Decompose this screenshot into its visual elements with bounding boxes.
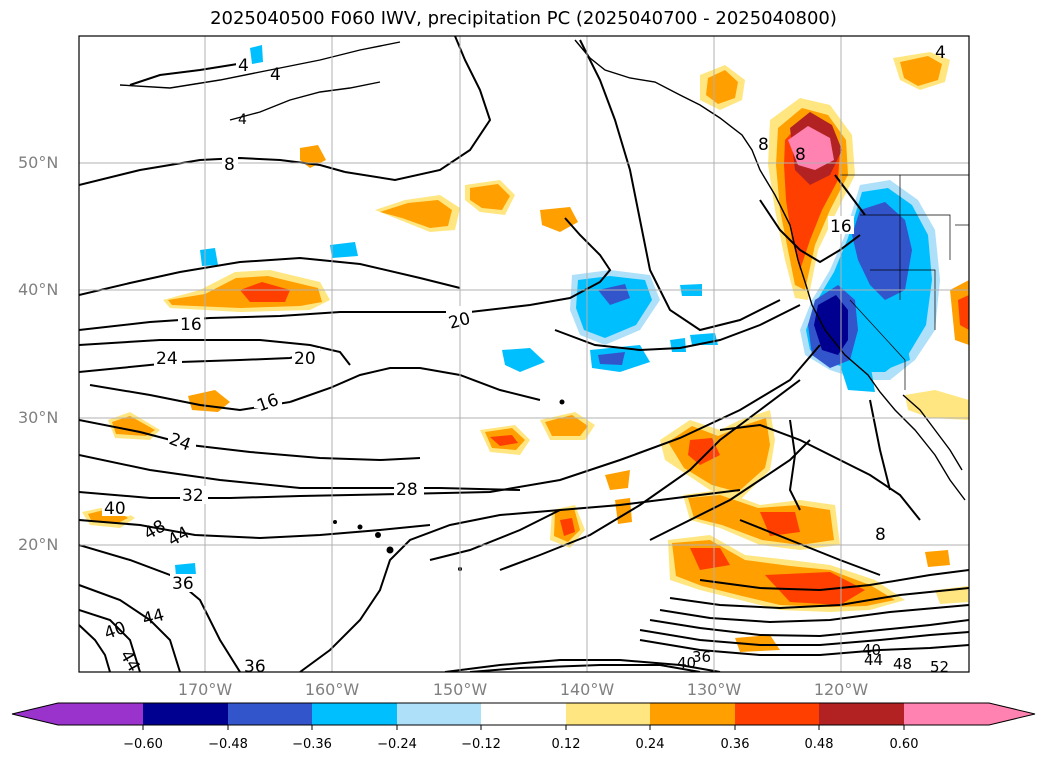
lon-label: 150°W — [432, 680, 488, 699]
lon-label: 130°W — [686, 680, 742, 699]
colorbar-tick-label: −0.48 — [208, 737, 248, 752]
lon-label: 170°W — [177, 680, 233, 699]
colorbar-extend-high — [989, 703, 1035, 725]
contour-label: 16 — [180, 315, 202, 335]
contour-label: 48 — [893, 655, 912, 673]
lat-label: 20°N — [18, 535, 59, 554]
contour-label: 44 — [864, 651, 883, 669]
contour-label: 16 — [830, 217, 852, 237]
colorbar-extend-low — [12, 703, 58, 725]
contour-label: 20 — [294, 349, 316, 369]
contour-label: 40 — [677, 654, 696, 672]
map-frame — [78, 35, 970, 673]
contour-label: 8 — [875, 525, 886, 545]
gridlines — [79, 36, 969, 672]
contour-label: 8 — [795, 145, 806, 165]
lat-label: 40°N — [18, 280, 59, 299]
contour-label: 4 — [238, 56, 249, 76]
state-borders — [840, 174, 969, 390]
contour-label: 32 — [182, 486, 204, 506]
colorbar-tick-label: −0.36 — [292, 737, 332, 752]
lon-label: 120°W — [813, 680, 869, 699]
lon-label: 140°W — [559, 680, 615, 699]
contour-label: 36 — [692, 648, 711, 666]
colorbar — [11, 702, 1036, 730]
contour-label: 36 — [244, 657, 266, 677]
colorbar-tick-label: 0.36 — [720, 737, 750, 752]
lat-label: 50°N — [18, 153, 59, 172]
lon-label: 160°W — [304, 680, 360, 699]
colorbar-tick-label: −0.12 — [461, 737, 501, 752]
contour-label: 52 — [930, 658, 949, 676]
contour-label: 36 — [172, 574, 194, 594]
contour-label: 8 — [224, 155, 235, 175]
lat-label: 30°N — [18, 408, 59, 427]
colorbar-tick-label: 0.60 — [889, 737, 919, 752]
contour-label: 4 — [935, 43, 946, 63]
map-title: 2025040500 F060 IWV, precipitation PC (2… — [210, 8, 837, 29]
colorbar-tick-label: −0.60 — [123, 737, 163, 752]
contour-label: 8 — [758, 135, 769, 155]
colorbar-tick-label: −0.24 — [377, 737, 417, 752]
contour-label: 4 — [238, 112, 247, 128]
contour-label: 4 — [270, 65, 281, 85]
colorbar-tick-label: 0.48 — [804, 737, 834, 752]
contour-label: 40 — [104, 499, 126, 519]
negative-precip-areas — [175, 45, 940, 576]
contour-label: 40 — [862, 641, 881, 659]
contour-label: 24 — [156, 349, 178, 369]
colorbar-tick-label: 0.24 — [635, 737, 665, 752]
map-content: 4 4 4 4 8 16 20 20 24 16 24 28 32 40 48 — [79, 36, 969, 677]
coastlines — [119, 39, 966, 501]
contour-label: 28 — [396, 480, 418, 500]
colorbar-tick-label: 0.12 — [551, 737, 581, 752]
islands — [333, 399, 565, 571]
